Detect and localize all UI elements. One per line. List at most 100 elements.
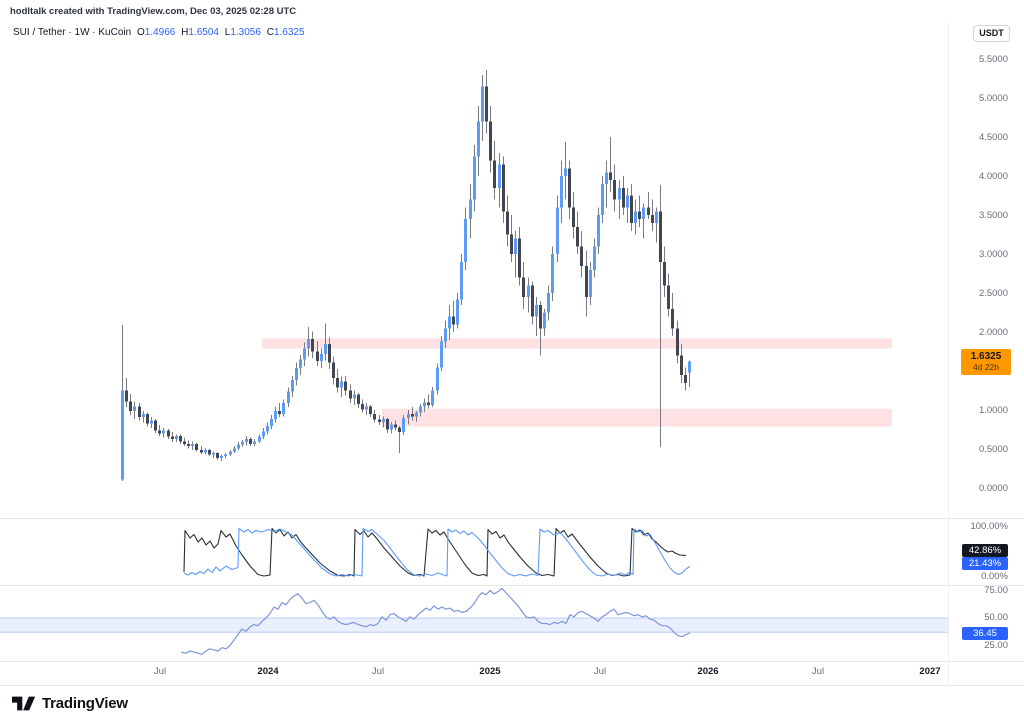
candle-body	[311, 339, 314, 352]
candle-body	[121, 390, 124, 480]
candle-body	[597, 215, 600, 247]
candle-body	[444, 328, 447, 342]
tradingview-logo[interactable]: TradingView	[12, 695, 128, 712]
candle-body	[609, 172, 612, 181]
current-price-label: 1.6325 4d 22h	[961, 349, 1011, 375]
candle-body	[564, 168, 567, 177]
candle-body	[278, 411, 281, 415]
candle-body	[208, 450, 211, 455]
candle-body	[473, 156, 476, 200]
currency-toggle-button[interactable]: USDT	[973, 25, 1010, 42]
rsi-band	[0, 618, 948, 633]
candle-body	[630, 195, 633, 224]
price-tick: 0.0000	[978, 483, 1008, 494]
attribution-text: hodltalk created with TradingView.com, D…	[10, 6, 297, 17]
candle-body	[688, 361, 691, 373]
candle-body	[142, 414, 145, 418]
candle-body	[431, 390, 434, 405]
candle-body	[407, 414, 410, 419]
candle-body	[320, 354, 323, 362]
candle-body	[419, 406, 422, 413]
candle-body	[195, 443, 198, 450]
candle-body	[427, 402, 430, 405]
legend-title[interactable]: SUI / Tether · 1W · KuCoin	[13, 27, 132, 38]
candle-body	[518, 238, 521, 278]
time-tick-2025: 2025	[479, 666, 501, 677]
rsi-line	[180, 587, 691, 655]
candle-body	[605, 172, 608, 185]
candle-body	[262, 431, 265, 437]
candle-body	[253, 441, 256, 444]
candle-body	[200, 450, 203, 453]
candle-body	[229, 451, 232, 455]
oscillator-value-label-dark: 42.86%	[962, 544, 1008, 557]
time-tick-jul: Jul	[593, 666, 607, 677]
tradingview-logo-text: TradingView	[42, 695, 128, 712]
candle-body	[618, 187, 621, 200]
candle-body	[204, 450, 207, 453]
candle-body	[158, 430, 161, 434]
candle-wick	[325, 323, 326, 361]
candle-body	[622, 187, 625, 208]
candle-wick	[610, 137, 611, 192]
candle-wick	[660, 184, 661, 447]
candle-body	[440, 341, 443, 368]
candle-body	[634, 211, 637, 224]
candle-body	[361, 403, 364, 410]
candle-body	[647, 207, 650, 216]
candle-body	[332, 362, 335, 379]
candle-body	[676, 328, 679, 356]
candle-body	[593, 246, 596, 270]
candle-body	[580, 246, 583, 266]
candle-body	[638, 211, 641, 220]
candle-body	[556, 207, 559, 255]
candle-body	[493, 160, 496, 188]
candle-wick	[643, 203, 644, 239]
candle-body	[506, 211, 509, 235]
candle-body	[378, 419, 381, 422]
oscillator-value-label-blue: 21.43%	[962, 557, 1008, 570]
price-tick: 5.5000	[978, 54, 1008, 65]
candle-body	[684, 375, 687, 383]
candle-body	[560, 176, 563, 208]
candle-wick	[399, 425, 400, 454]
time-tick-2024: 2024	[257, 666, 279, 677]
price-tick: 3.5000	[978, 210, 1008, 221]
candle-wick	[428, 394, 429, 409]
candle-body	[133, 406, 136, 411]
bar-countdown: 4d 22h	[973, 362, 999, 372]
candle-body	[282, 403, 285, 415]
candle-body	[613, 180, 616, 200]
price-tick: 5.0000	[978, 93, 1008, 104]
candle-body	[576, 226, 579, 247]
time-tick-jul: Jul	[811, 666, 825, 677]
demand-zone	[382, 408, 892, 427]
time-tick-2027: 2027	[919, 666, 941, 677]
legend-high-value: 1.6504	[188, 27, 219, 38]
rsi-tick: 75.00	[984, 584, 1008, 596]
candle-body	[543, 312, 546, 329]
candle-body	[328, 343, 331, 363]
candle-body	[291, 379, 294, 392]
candle-body	[220, 456, 223, 458]
symbol-legend[interactable]: SUI / Tether · 1W · KuCoin O1.4966 H1.65…	[13, 27, 308, 38]
candle-body	[489, 121, 492, 161]
candle-body	[551, 254, 554, 294]
time-tick-jul: Jul	[153, 666, 167, 677]
candle-wick	[656, 207, 657, 243]
rsi-tick: 25.00	[984, 639, 1008, 651]
candle-body	[460, 262, 463, 300]
candle-body	[336, 378, 339, 388]
candle-body	[154, 420, 157, 431]
candle-body	[171, 436, 174, 440]
time-tick-jul: Jul	[371, 666, 385, 677]
candle-body	[671, 308, 674, 329]
candle-body	[531, 285, 534, 317]
candle-wick	[279, 403, 280, 418]
candle-body	[498, 164, 501, 188]
candle-body	[655, 211, 658, 224]
price-tick: 4.0000	[978, 171, 1008, 182]
candle-body	[353, 394, 356, 399]
